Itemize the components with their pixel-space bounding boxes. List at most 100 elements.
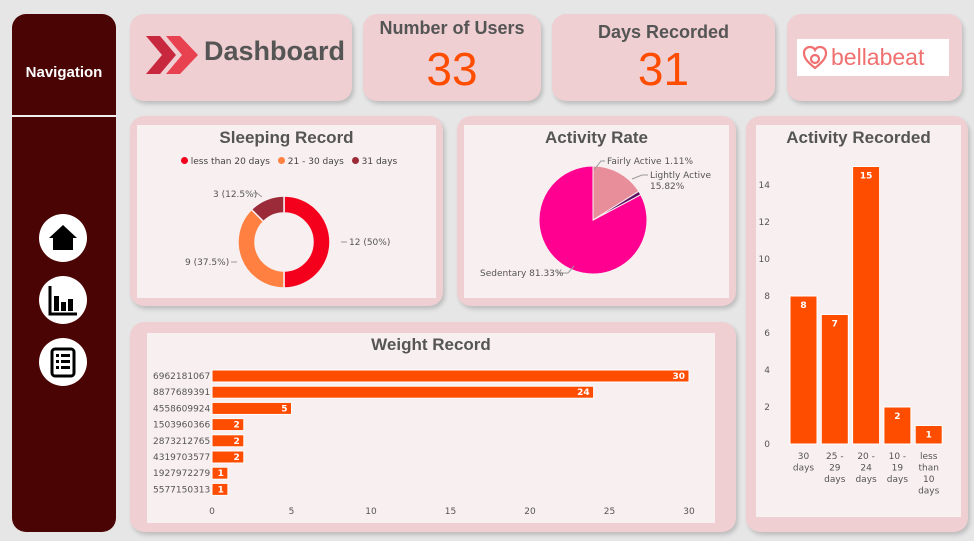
activity-y-tick: 0 — [764, 440, 770, 450]
activity-category-label: 29 — [829, 464, 841, 474]
sleep-label-less-20: 12 (50%) — [349, 238, 390, 248]
legend-label: 31 days — [361, 157, 398, 167]
sleep-slice — [283, 195, 331, 289]
weight-bar — [211, 418, 245, 432]
activity-category-label: 10 - — [889, 452, 907, 462]
activity-recorded-card: Activity Recorded 0 2 4 6 8 10 12 14 8 30 days 7 25 … — [746, 116, 968, 532]
legend-dot — [180, 157, 188, 164]
legend-label: 21 - 30 days — [287, 157, 344, 167]
activity-category-label: 20 - — [857, 452, 875, 462]
weight-category-label: 6962181067 — [153, 372, 210, 382]
chevron-logo-icon — [146, 36, 198, 74]
weight-bar-value: 24 — [577, 388, 590, 398]
home-icon — [49, 225, 77, 250]
sleep-label-21-30: 9 (37.5%) — [185, 258, 229, 268]
weight-bar-chart: 6962181067 30 8877689391 24 4558609924 5 15039… — [153, 369, 695, 517]
activity-y-tick: 12 — [759, 218, 770, 228]
activity-bar-value: 15 — [860, 172, 873, 182]
lightly-active-percent: 15.82% — [650, 182, 685, 192]
sleeping-record-title: Sleeping Record — [219, 128, 354, 147]
weight-category-label: 2873212765 — [153, 437, 210, 447]
weight-bar-value: 1 — [218, 485, 224, 495]
activity-category-label: less — [920, 452, 938, 462]
legend-dot — [277, 157, 285, 164]
activity-category-label: 10 — [923, 475, 935, 485]
activity-bar — [820, 314, 849, 445]
weight-category-label: 8877689391 — [153, 388, 210, 398]
weight-record-card: Weight Record 6962181067 30 8877689391 24 45… — [130, 322, 736, 532]
activity-category-label: days — [887, 475, 909, 485]
activity-category-label: 30 — [798, 452, 810, 462]
bellabeat-logo-icon — [802, 45, 828, 70]
weight-bar — [211, 434, 245, 448]
weight-bar — [211, 482, 229, 496]
lightly-active-label: Lightly Active — [650, 171, 711, 181]
sleep-slice — [237, 208, 285, 289]
weight-x-tick: 30 — [683, 507, 695, 517]
weight-bar — [211, 369, 690, 383]
sedentary-label: Sedentary 81.33% — [480, 269, 564, 279]
activity-y-tick: 2 — [764, 403, 770, 413]
dashboard-header-card: Dashboard — [130, 14, 352, 101]
chart-button[interactable] — [39, 276, 87, 324]
weight-bar — [211, 401, 292, 415]
weight-bar — [211, 466, 229, 480]
weight-x-tick: 25 — [604, 507, 615, 517]
activity-rate-pie-chart: Fairly Active 1.11% Lightly Active 15.82… — [480, 157, 711, 279]
weight-bar — [211, 450, 245, 464]
bar-chart-icon — [48, 286, 77, 316]
fairly-active-label: Fairly Active 1.11% — [607, 157, 693, 167]
activity-category-label: 25 - — [826, 452, 844, 462]
weight-category-label: 1503960366 — [153, 421, 211, 431]
weight-bar-value: 2 — [234, 453, 240, 463]
weight-x-tick: 5 — [289, 507, 295, 517]
activity-bar — [852, 166, 881, 445]
activity-rate-slice — [592, 165, 640, 221]
legend-dot — [351, 157, 359, 164]
brand-name: bellabeat — [831, 44, 925, 70]
weight-x-tick: 10 — [365, 507, 377, 517]
users-kpi-card: Number of Users 33 — [363, 14, 541, 101]
sleeping-donut-chart: 12 (50%) 9 (37.5%) 3 (12.5%) — [185, 190, 390, 289]
brand-logo: bellabeat — [797, 39, 949, 76]
days-kpi-card: Days Recorded 31 — [552, 14, 775, 101]
activity-rate-title: Activity Rate — [545, 128, 648, 147]
activity-bar — [789, 295, 818, 445]
weight-category-label: 4319703577 — [153, 453, 210, 463]
home-button[interactable] — [39, 214, 87, 262]
weight-category-label: 1927972279 — [153, 469, 211, 479]
activity-y-tick: 8 — [764, 292, 770, 302]
activity-category-label: days — [793, 464, 815, 474]
activity-recorded-title: Activity Recorded — [786, 128, 931, 147]
activity-bar-value: 2 — [894, 412, 900, 422]
weight-x-tick: 20 — [524, 507, 536, 517]
users-kpi-label: Number of Users — [379, 18, 525, 38]
legend-label: less than 20 days — [190, 157, 270, 167]
users-kpi-value: 33 — [426, 43, 478, 95]
activity-rate-slice — [592, 190, 642, 221]
activity-y-tick: 10 — [759, 255, 771, 265]
brand-logo-card: bellabeat — [787, 14, 962, 101]
weight-bar — [211, 385, 595, 399]
navigation-title: Navigation — [25, 64, 103, 81]
weight-x-tick: 15 — [445, 507, 456, 517]
sleeping-record-card: Sleeping Record less than 20 days 21 - 3… — [130, 116, 443, 306]
days-kpi-label: Days Recorded — [597, 22, 730, 42]
weight-bar-value: 2 — [234, 421, 240, 431]
days-kpi-value: 31 — [637, 43, 690, 95]
activity-category-label: days — [824, 475, 846, 485]
weight-category-label: 4558609924 — [153, 404, 211, 414]
navigation-sidebar: Navigation — [12, 14, 116, 532]
weight-bar-value: 5 — [281, 404, 287, 414]
activity-bar — [914, 425, 943, 445]
list-button[interactable] — [39, 338, 87, 386]
activity-rate-card: Activity Rate Fairly Active 1.11% Lightl… — [457, 116, 736, 306]
weight-bar-value: 2 — [234, 437, 240, 447]
sleeping-legend: less than 20 days 21 - 30 days 31 days — [137, 157, 436, 167]
activity-category-label: days — [918, 487, 940, 497]
activity-category-label: 19 — [892, 464, 904, 474]
dashboard-title: Dashboard — [204, 36, 346, 66]
activity-bar-value: 7 — [832, 320, 838, 330]
weight-category-label: 5577150313 — [153, 485, 210, 495]
